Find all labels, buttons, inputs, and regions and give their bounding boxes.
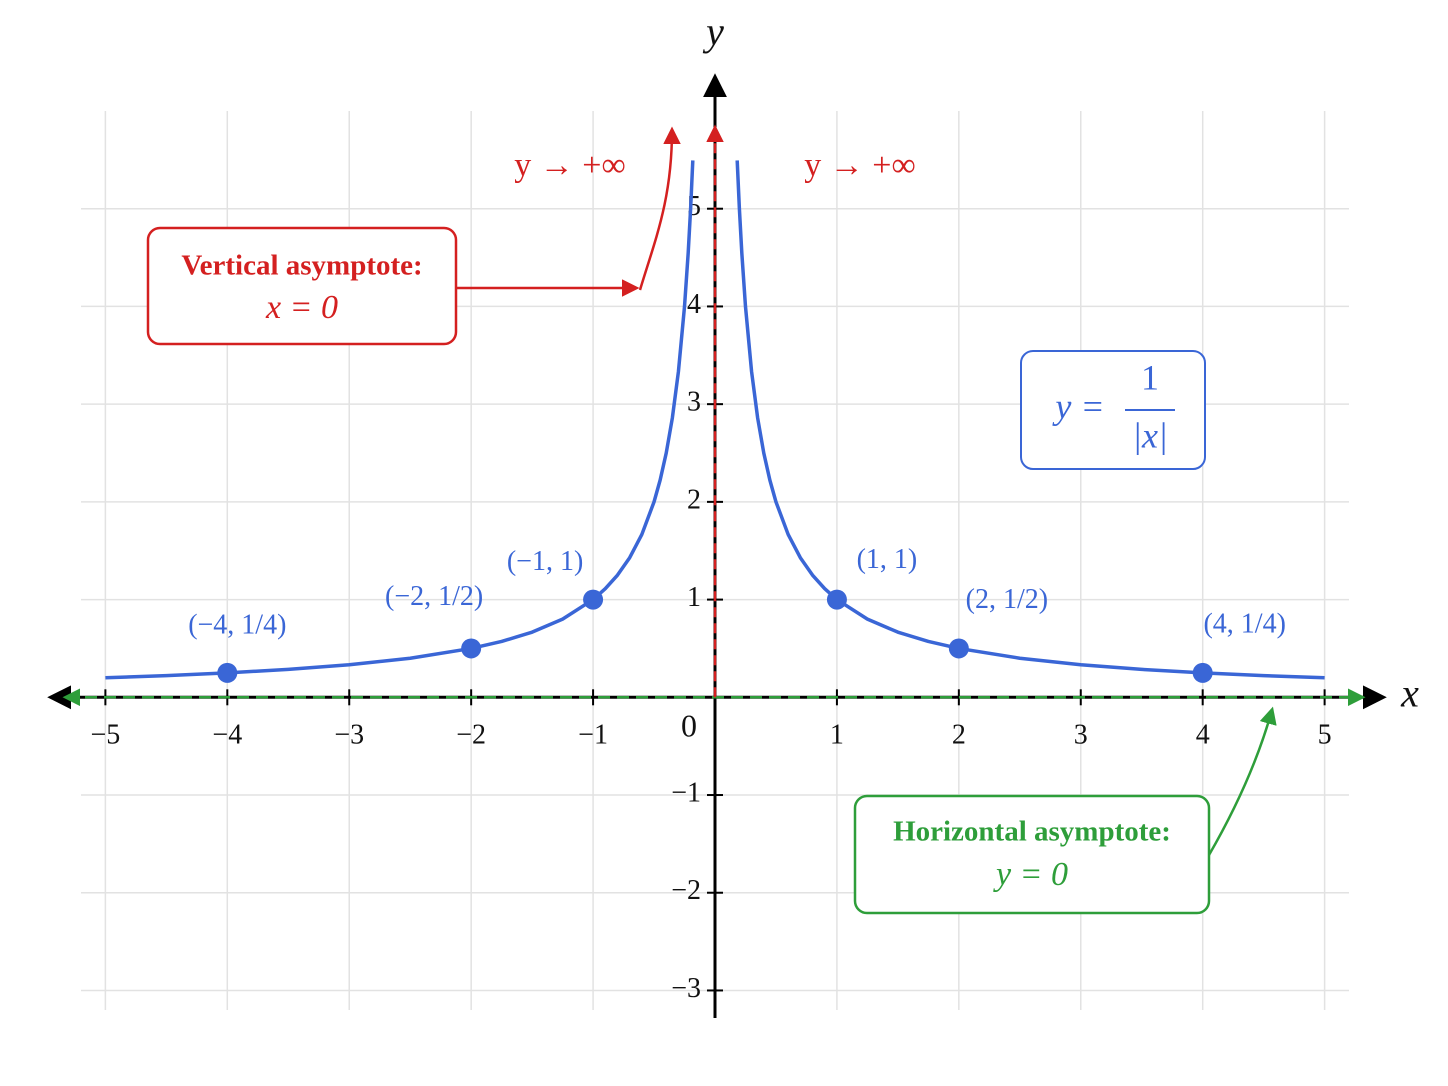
x-tick-label: −1 <box>578 720 608 751</box>
point-label: (1, 1) <box>857 544 918 575</box>
annotation-title: Vertical asymptote: <box>181 250 422 282</box>
y-tick-label: −2 <box>671 875 701 906</box>
x-tick-label: −4 <box>212 720 242 751</box>
equation-numerator: 1 <box>1141 357 1159 397</box>
x-tick-label: 4 <box>1196 720 1210 751</box>
point <box>583 589 604 610</box>
point-label: (−1, 1) <box>507 546 583 577</box>
y-tick-label: −3 <box>671 973 701 1004</box>
point <box>461 638 482 659</box>
y-tick-label: −1 <box>671 777 701 808</box>
x-tick-label: −3 <box>334 720 364 751</box>
point <box>1192 662 1213 683</box>
x-tick-label: 0 <box>681 708 697 744</box>
x-tick-label: 3 <box>1074 720 1088 751</box>
annotation-title: Horizontal asymptote: <box>893 816 1171 848</box>
equation-lhs: y = <box>1052 386 1104 426</box>
x-tick-label: 2 <box>952 720 966 751</box>
curve <box>105 160 1325 680</box>
point <box>948 638 969 659</box>
x-tick-label: −5 <box>90 720 120 751</box>
arrow <box>1207 706 1277 856</box>
x-tick-label: 1 <box>830 720 844 751</box>
point <box>826 589 847 610</box>
y-tick-label: 4 <box>687 289 701 320</box>
annotation-box <box>853 794 1211 915</box>
equation-box <box>1020 350 1206 470</box>
arrow <box>638 126 681 291</box>
annotation-box <box>146 226 458 346</box>
equation-denominator: |x| <box>1132 415 1168 455</box>
point-label: (2, 1/2) <box>966 584 1048 615</box>
limit-label: y → +∞ <box>804 147 915 184</box>
point <box>217 662 238 683</box>
y-tick-label: 1 <box>687 582 701 613</box>
limit-label: y → +∞ <box>514 147 625 184</box>
point-label: (−2, 1/2) <box>385 581 483 612</box>
point-label: (−4, 1/4) <box>188 609 286 640</box>
y-tick-label: 2 <box>687 484 701 515</box>
y-axis-label: y <box>702 9 724 54</box>
annotation-equation: y = 0 <box>993 856 1068 893</box>
x-axis-label: x <box>1400 670 1419 715</box>
annotation-equation: x = 0 <box>265 289 338 326</box>
x-tick-label: 5 <box>1318 720 1332 751</box>
point-label: (4, 1/4) <box>1203 608 1285 639</box>
y-tick-label: 3 <box>687 387 701 418</box>
x-tick-label: −2 <box>456 720 486 751</box>
